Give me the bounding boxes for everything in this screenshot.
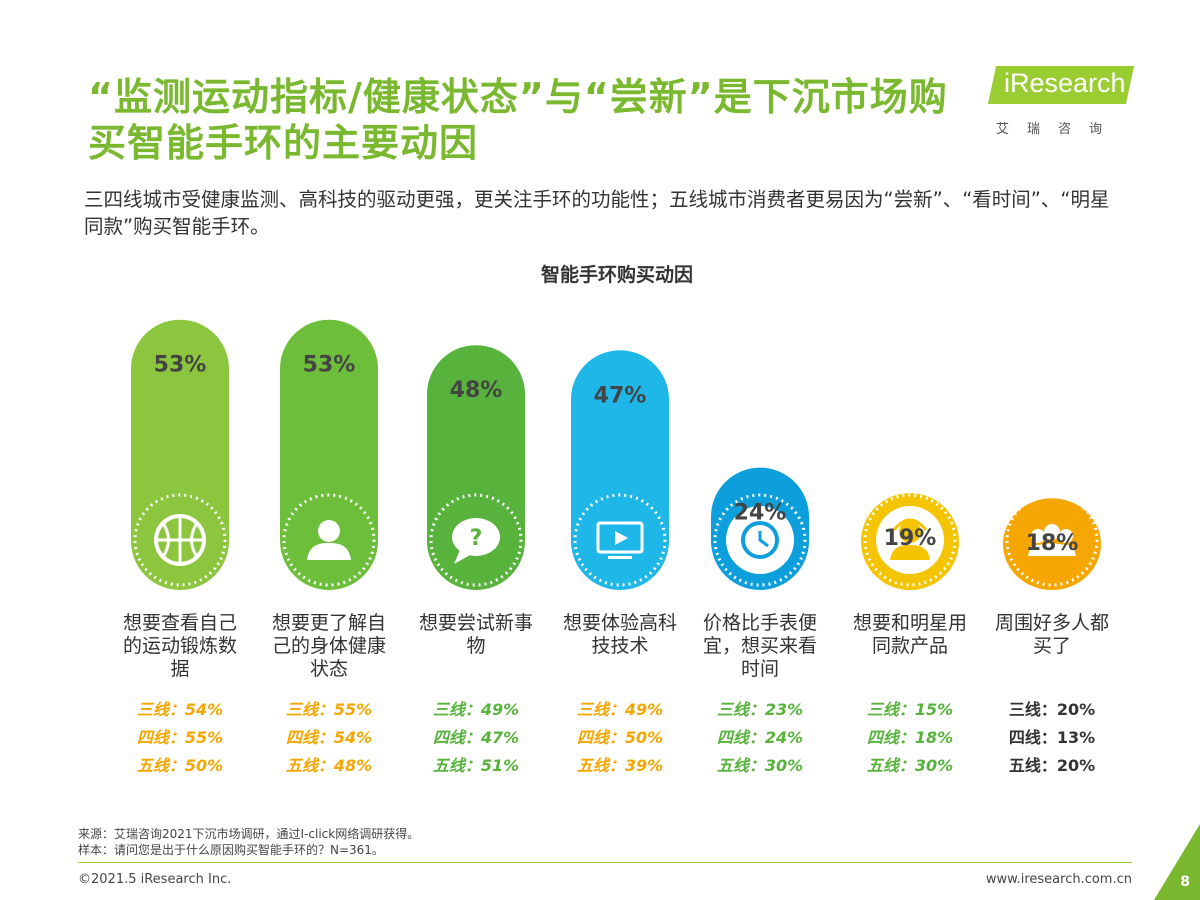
bar-group: 53% (131, 319, 229, 590)
bar-group: 19% (861, 493, 959, 590)
page-number: 8 (1180, 874, 1190, 890)
breakdown-stat: 四线：50% (576, 728, 664, 747)
bar (571, 350, 669, 590)
logo-cn: 艾瑞咨询 (996, 122, 1121, 137)
sample-text: 样本：请问您是出于什么原因购买智能手环的？N=361。 (78, 843, 384, 857)
breakdown-stat: 三线：20% (1008, 700, 1096, 719)
user-headset-icon (890, 518, 930, 560)
monitor-play-icon (596, 521, 644, 559)
breakdown-stat: 三线：55% (285, 700, 373, 719)
breakdown-stat: 五线：20% (1008, 756, 1096, 775)
breakdown-stat: 五线：30% (866, 756, 954, 775)
breakdown-stat: 五线：51% (432, 756, 520, 775)
category-label: 想要尝试新事物 (418, 612, 533, 657)
bar-value-label: 48% (450, 378, 503, 403)
chart-title: 智能手环购买动因 (540, 264, 693, 286)
category-label: 想要和明星用同款产品 (852, 612, 967, 657)
category-label: 想要查看自己的运动锻炼数据 (122, 612, 237, 680)
source-text: 来源：艾瑞咨询2021下沉市场调研，通过I-click网络调研获得。 (78, 827, 420, 841)
icon-ring (1005, 493, 1099, 587)
iresearch-logo: iResearch 艾瑞咨询 (987, 62, 1140, 142)
bar-value-label: 47% (594, 383, 647, 408)
basketball-icon (154, 514, 206, 566)
breakdown-stat: 五线：30% (716, 756, 804, 775)
breakdown-stat: 三线：49% (576, 700, 664, 719)
speech-question-icon: ? (452, 518, 500, 564)
bar-group: 24% (711, 467, 809, 590)
breakdown-stat: 五线：39% (576, 756, 664, 775)
icon-ring (573, 493, 667, 587)
page-subtitle: 三四线城市受健康监测、高科技的驱动更强，更关注手环的功能性；五线城市消费者更易因… (84, 188, 1110, 238)
bar-value-label: 18% (1026, 531, 1079, 556)
icon-ring (863, 493, 957, 587)
breakdown-stat: 三线：23% (716, 700, 804, 719)
breakdown-stat: 四线：24% (716, 728, 804, 747)
logo-name: iResearch (1004, 68, 1126, 98)
page-title: “监测运动指标/健康状态”与“尝新”是下沉市场购买智能手环的主要动因 (88, 75, 948, 165)
bar (131, 319, 229, 590)
breakdown-stat: 四线：55% (136, 728, 224, 747)
breakdown-stat: 三线：49% (432, 700, 520, 719)
bar-group: 18% (1003, 493, 1101, 590)
person-icon (307, 520, 351, 560)
copyright: ©2021.5 iResearch Inc. (78, 872, 232, 887)
clock-icon (741, 521, 779, 559)
footer-divider (78, 862, 1132, 863)
breakdown-stat: 四线：54% (285, 728, 373, 747)
bar-value-label: 53% (154, 353, 207, 378)
bar-value-label: 53% (303, 353, 356, 378)
category-label: 价格比手表便宜，想买来看时间 (702, 612, 817, 680)
breakdown-stat: 五线：48% (285, 756, 373, 775)
bar-group: 47% (571, 350, 669, 590)
category-label: 周围好多人都买了 (994, 612, 1109, 657)
icon-ring (429, 493, 523, 587)
bar-group: 53% (280, 319, 378, 590)
footer-source: 来源：艾瑞咨询2021下沉市场调研，通过I-click网络调研获得。 样本：请问… (78, 826, 419, 858)
icon-ring (133, 493, 227, 587)
breakdown-stat: 四线：47% (432, 728, 520, 747)
breakdown-stat: 三线：54% (136, 700, 224, 719)
category-label: 想要更了解自己的身体健康状态 (271, 612, 386, 680)
breakdown-stat: 四线：18% (866, 728, 954, 747)
svg-text:?: ? (470, 526, 483, 551)
icon-ring (282, 493, 376, 587)
bar-value-label: 24% (734, 501, 787, 526)
bar-value-label: 19% (884, 526, 937, 551)
icon-ring (713, 493, 807, 587)
breakdown-stat: 三线：15% (866, 700, 954, 719)
breakdown-stat: 五线：50% (136, 756, 224, 775)
website-link[interactable]: www.iresearch.com.cn (985, 872, 1132, 887)
breakdown-stat: 四线：13% (1008, 728, 1096, 747)
bar (427, 345, 525, 590)
bar (280, 319, 378, 590)
bar-group: ? 48% (427, 345, 525, 590)
category-label: 想要体验高科技技术 (562, 612, 677, 657)
group-icon (1028, 524, 1076, 556)
